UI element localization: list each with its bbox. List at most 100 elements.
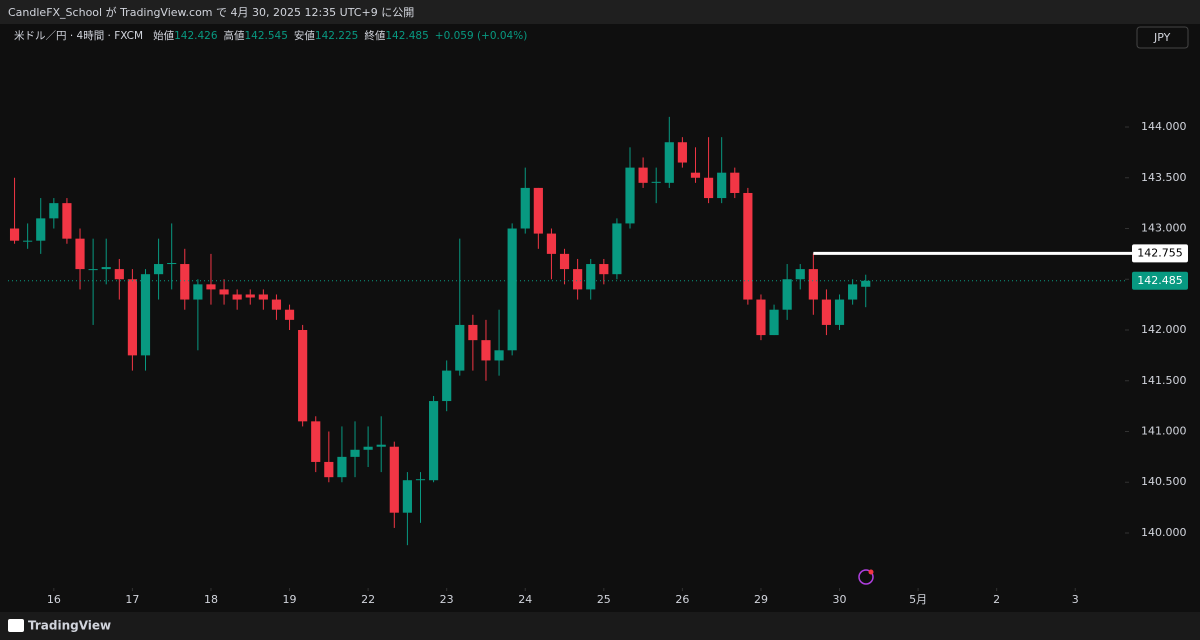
candle-body xyxy=(861,280,871,287)
last-price-label: 142.485 xyxy=(1137,274,1183,287)
candle-body xyxy=(363,446,373,450)
candle-body xyxy=(376,444,386,447)
x-tick-label: 25 xyxy=(597,593,611,606)
candle-body xyxy=(546,233,557,254)
change: +0.059 (+0.04%) xyxy=(435,30,528,42)
candle-body xyxy=(389,446,399,513)
candle-body xyxy=(49,203,59,219)
candle-body xyxy=(586,264,596,290)
legend-value: 142.485 xyxy=(385,30,428,42)
chart-panel xyxy=(8,24,1192,612)
alert-icon[interactable] xyxy=(858,569,874,585)
candle-body xyxy=(690,172,701,178)
candle-body xyxy=(494,350,504,361)
candle-body xyxy=(206,284,216,290)
x-tick-label: 30 xyxy=(833,593,847,606)
candle-body xyxy=(756,299,766,336)
candle-body xyxy=(415,479,426,481)
x-tick-label: 29 xyxy=(754,593,768,606)
candle-body xyxy=(834,299,845,325)
candle-body xyxy=(442,370,452,402)
x-tick-label: 16 xyxy=(47,593,61,606)
x-tick-label: 17 xyxy=(125,593,139,606)
candle-body xyxy=(429,401,439,481)
candle-body xyxy=(559,253,570,270)
candle-body xyxy=(193,284,203,300)
candle-body xyxy=(127,279,137,356)
candle-body xyxy=(507,228,517,351)
candle-body xyxy=(481,340,491,361)
y-tick-label: 142.000 xyxy=(1141,323,1187,336)
candle-body xyxy=(311,421,321,462)
x-tick-label: 3 xyxy=(1072,593,1079,606)
candle-body xyxy=(258,294,268,300)
candle-body xyxy=(664,142,674,183)
y-tick-label: 140.000 xyxy=(1141,526,1187,539)
candle-body xyxy=(324,461,334,478)
x-tick-label: 22 xyxy=(361,593,375,606)
candle-body xyxy=(808,269,818,300)
y-tick-label: 141.500 xyxy=(1141,374,1187,387)
legend: 米ドル／円 · 4時間 · FXCM 始値142.426 高値142.545 安値14… xyxy=(14,29,527,42)
candle-body xyxy=(298,330,308,422)
footer-bar xyxy=(0,612,1200,640)
alert-dot xyxy=(868,569,874,575)
candle-body xyxy=(271,299,282,310)
last-price-box xyxy=(1132,271,1188,290)
candle-body xyxy=(455,324,465,371)
legend-label: 高値 xyxy=(224,29,245,42)
candle-body xyxy=(232,294,242,300)
candle-body xyxy=(677,142,687,163)
candle-body xyxy=(625,167,635,224)
top-bar xyxy=(0,0,1200,24)
candle-body xyxy=(9,228,20,241)
candle-body xyxy=(468,324,478,341)
candle-body xyxy=(284,309,295,320)
candle-body xyxy=(703,177,714,199)
horizontal-line-label: 142.755 xyxy=(1137,246,1183,259)
x-tick-label: 24 xyxy=(518,593,532,606)
legend-label: 安値 xyxy=(294,29,315,42)
currency-button[interactable] xyxy=(1136,26,1189,49)
candle-body xyxy=(651,181,661,183)
y-tick-label: 143.000 xyxy=(1141,222,1187,235)
x-tick-label: 19 xyxy=(283,593,297,606)
y-tick-label: 140.500 xyxy=(1141,475,1187,488)
legend-label: 終値 xyxy=(364,29,385,42)
candle-body xyxy=(219,289,229,295)
candle-body xyxy=(167,263,177,265)
legend-label: 始値 xyxy=(153,29,174,42)
candle-body xyxy=(769,309,779,336)
candle-body xyxy=(638,167,648,183)
candle-body xyxy=(533,187,543,234)
candle-body xyxy=(717,172,727,199)
y-tick-label: 141.000 xyxy=(1141,424,1187,437)
x-tick-label: 5月 xyxy=(909,593,927,606)
currency-label[interactable]: JPY xyxy=(1153,31,1171,44)
candle-body xyxy=(62,203,72,239)
candle-body xyxy=(245,294,255,298)
symbol: 米ドル／円 · 4時間 · FXCM xyxy=(14,29,143,42)
legend-value: 142.225 xyxy=(315,30,358,42)
candle-body xyxy=(154,264,164,275)
x-tick-label: 18 xyxy=(204,593,218,606)
candle-body xyxy=(599,264,609,275)
candle-body xyxy=(520,187,530,229)
candle-body xyxy=(795,269,805,280)
candle-body xyxy=(36,218,46,241)
candle-body xyxy=(848,284,858,300)
x-tick-label: 23 xyxy=(440,593,454,606)
candle-body xyxy=(23,240,33,242)
candle-body xyxy=(743,192,753,300)
candle-body xyxy=(114,269,124,280)
candle-body xyxy=(75,238,85,270)
y-tick-label: 144.000 xyxy=(1141,120,1187,133)
candle-body xyxy=(573,269,583,290)
publish-info: CandleFX_School が TradingView.com で 4月 3… xyxy=(8,5,414,19)
legend-value: 142.545 xyxy=(245,30,288,42)
candle-body xyxy=(88,269,98,271)
horizontal-line-box xyxy=(1132,244,1188,263)
brand-logo xyxy=(8,619,24,632)
x-tick-label: 26 xyxy=(675,593,689,606)
